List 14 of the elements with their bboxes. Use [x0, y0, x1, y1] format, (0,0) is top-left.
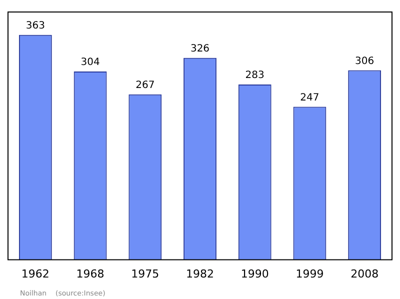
- data-label: 326: [190, 43, 210, 54]
- data-label: 267: [136, 80, 155, 91]
- x-tick-label: 1999: [296, 267, 324, 280]
- data-label: 283: [245, 70, 264, 82]
- data-label: 304: [80, 57, 100, 68]
- x-tick-label: 1990: [240, 267, 269, 280]
- data-label: 247: [300, 92, 320, 104]
- x-tick-label: 1962: [21, 267, 50, 280]
- x-tick-label: 1982: [186, 267, 214, 280]
- data-label: 363: [26, 20, 45, 32]
- x-tick-label: 1975: [131, 267, 160, 280]
- x-tick-label: 1968: [76, 267, 104, 280]
- x-tick-label: 2008: [350, 267, 379, 280]
- data-label: 306: [355, 56, 374, 67]
